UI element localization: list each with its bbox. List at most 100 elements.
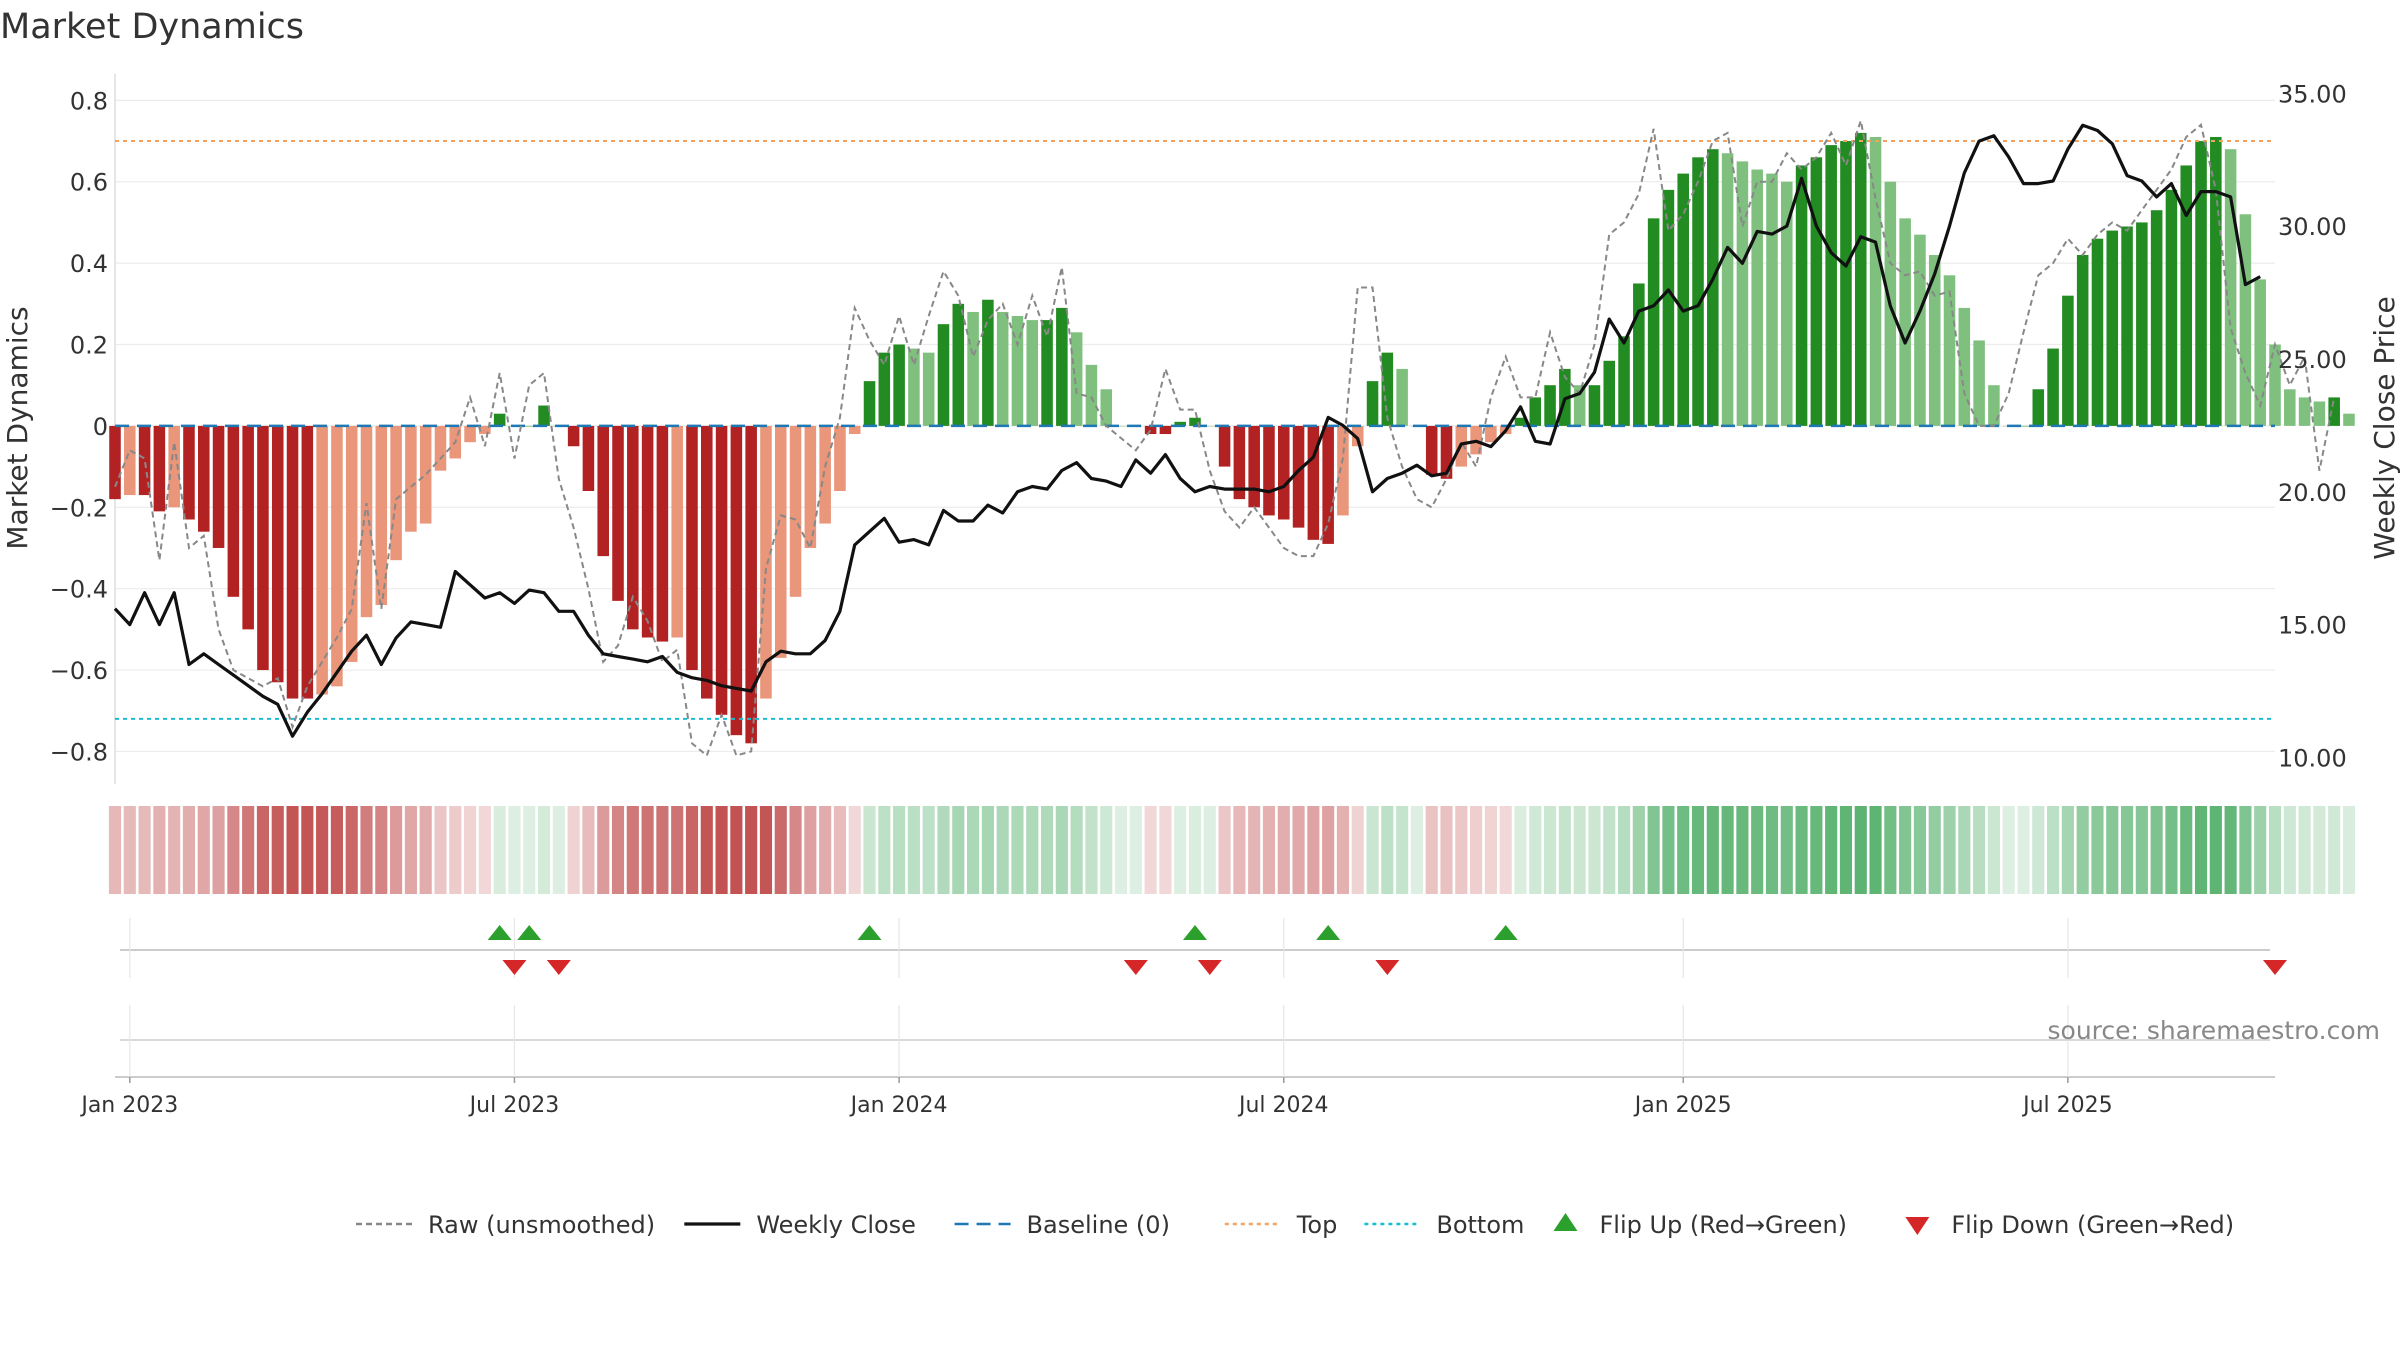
dynamics-bar [863, 381, 876, 426]
heat-cell [1351, 806, 1364, 894]
dynamics-bar [1795, 165, 1808, 426]
dynamics-bar [967, 311, 979, 426]
dynamics-bar [641, 425, 654, 638]
dynamics-bar [1633, 283, 1645, 426]
heat-cell [242, 806, 255, 894]
heat-cell [1455, 806, 1468, 894]
right-tick-label: 10.00 [2278, 744, 2347, 772]
dynamics-bar [197, 425, 210, 532]
heat-cell [123, 806, 136, 894]
heat-cell [1573, 806, 1586, 894]
heat-cell [2313, 806, 2326, 894]
right-tick-label: 35.00 [2278, 80, 2347, 108]
flip-panel-grid [129, 918, 2069, 978]
dynamics-bar [1840, 141, 1852, 426]
dynamics-bar [2313, 401, 2326, 426]
dynamics-bar [878, 352, 891, 426]
flip-markers [487, 925, 2287, 975]
dynamics-bar [1011, 316, 1024, 426]
heat-cell [330, 806, 343, 894]
dynamics-bar [1943, 275, 1956, 426]
dynamics-bar [1307, 425, 1320, 540]
heat-cell [197, 806, 210, 894]
dynamics-bar [271, 425, 284, 683]
left-tick-label: 0.6 [70, 169, 108, 197]
chart-title: Market Dynamics [0, 7, 304, 47]
heat-cell [967, 806, 980, 894]
heat-cell [2342, 806, 2356, 894]
dynamics-bar [1618, 336, 1630, 426]
dynamics-bar [2224, 149, 2237, 426]
dynamics-bar [789, 425, 802, 597]
heat-cell [671, 806, 684, 894]
heat-cell [1410, 806, 1423, 894]
legend-label: Baseline (0) [1027, 1211, 1170, 1239]
dynamics-bar [1041, 320, 1053, 426]
dynamics-bar [1958, 307, 1971, 426]
heat-cell [641, 806, 654, 894]
legend-label: Weekly Close [756, 1211, 916, 1239]
heat-cell [2017, 806, 2030, 894]
heat-cell [2224, 806, 2237, 894]
dynamics-bar [1854, 132, 1867, 426]
legend-item: Top [1224, 1211, 1338, 1239]
heat-cell [1425, 806, 1438, 894]
heat-cell [1203, 806, 1216, 894]
heat-cell [981, 806, 994, 894]
heat-cell [1499, 806, 1512, 894]
dynamics-bar [212, 425, 225, 548]
heat-cell [390, 806, 403, 894]
heat-cell [271, 806, 284, 894]
heat-cell [256, 806, 270, 894]
dynamics-bar [124, 425, 136, 496]
left-tick-label: 0 [93, 413, 108, 441]
dynamics-bar [2343, 413, 2355, 426]
dynamics-bar [1603, 360, 1616, 426]
dynamics-bar [1100, 389, 1113, 426]
raw-series-line [114, 116, 2336, 758]
heat-cell [2061, 806, 2074, 894]
dynamics-bar [715, 425, 728, 715]
watermark: source: sharemaestro.com [2048, 1016, 2381, 1045]
heat-cell [937, 806, 950, 894]
heat-cell [286, 806, 299, 894]
heat-cell [1040, 806, 1054, 894]
dynamics-bar [242, 425, 254, 630]
legend-item: Bottom [1364, 1211, 1524, 1239]
heat-cell [523, 806, 536, 894]
heat-cell [1085, 806, 1098, 894]
dynamics-bar [2180, 165, 2193, 426]
heat-cell [819, 806, 832, 894]
heat-cell [1055, 806, 1068, 894]
dynamics-bar [227, 425, 240, 597]
heat-cell [1129, 806, 1142, 894]
dynamics-bar [1381, 352, 1394, 426]
legend-label: Flip Up (Red→Green) [1599, 1211, 1847, 1239]
dynamics-bar [1810, 157, 1823, 426]
dynamics-bar [1425, 425, 1438, 475]
dynamics-bar [597, 425, 609, 557]
dynamics-bar [331, 425, 343, 687]
dynamics-bar [567, 425, 580, 447]
heat-cell [907, 806, 920, 894]
heat-cell [182, 806, 196, 894]
heat-cell [597, 806, 610, 894]
dynamics-bar [2165, 189, 2178, 426]
heat-cell [1913, 806, 1926, 894]
dynamics-bar [627, 425, 639, 630]
bottom-panel [115, 1039, 2275, 1078]
heat-cell [1899, 806, 1912, 894]
dynamics-bar [671, 425, 683, 638]
heat-cell [301, 806, 314, 894]
heat-cell [1100, 806, 1113, 894]
heat-cell [1381, 806, 1394, 894]
heat-cell [2209, 806, 2222, 894]
heat-cell [611, 806, 625, 894]
dynamics-bar [1440, 425, 1453, 479]
heat-cell [168, 806, 181, 894]
heat-cell [1588, 806, 1601, 894]
legend-label: Top [1296, 1211, 1338, 1239]
left-tick-label: −0.6 [50, 657, 108, 685]
heat-cell [2268, 806, 2282, 894]
dynamics-bar [1115, 425, 1127, 427]
